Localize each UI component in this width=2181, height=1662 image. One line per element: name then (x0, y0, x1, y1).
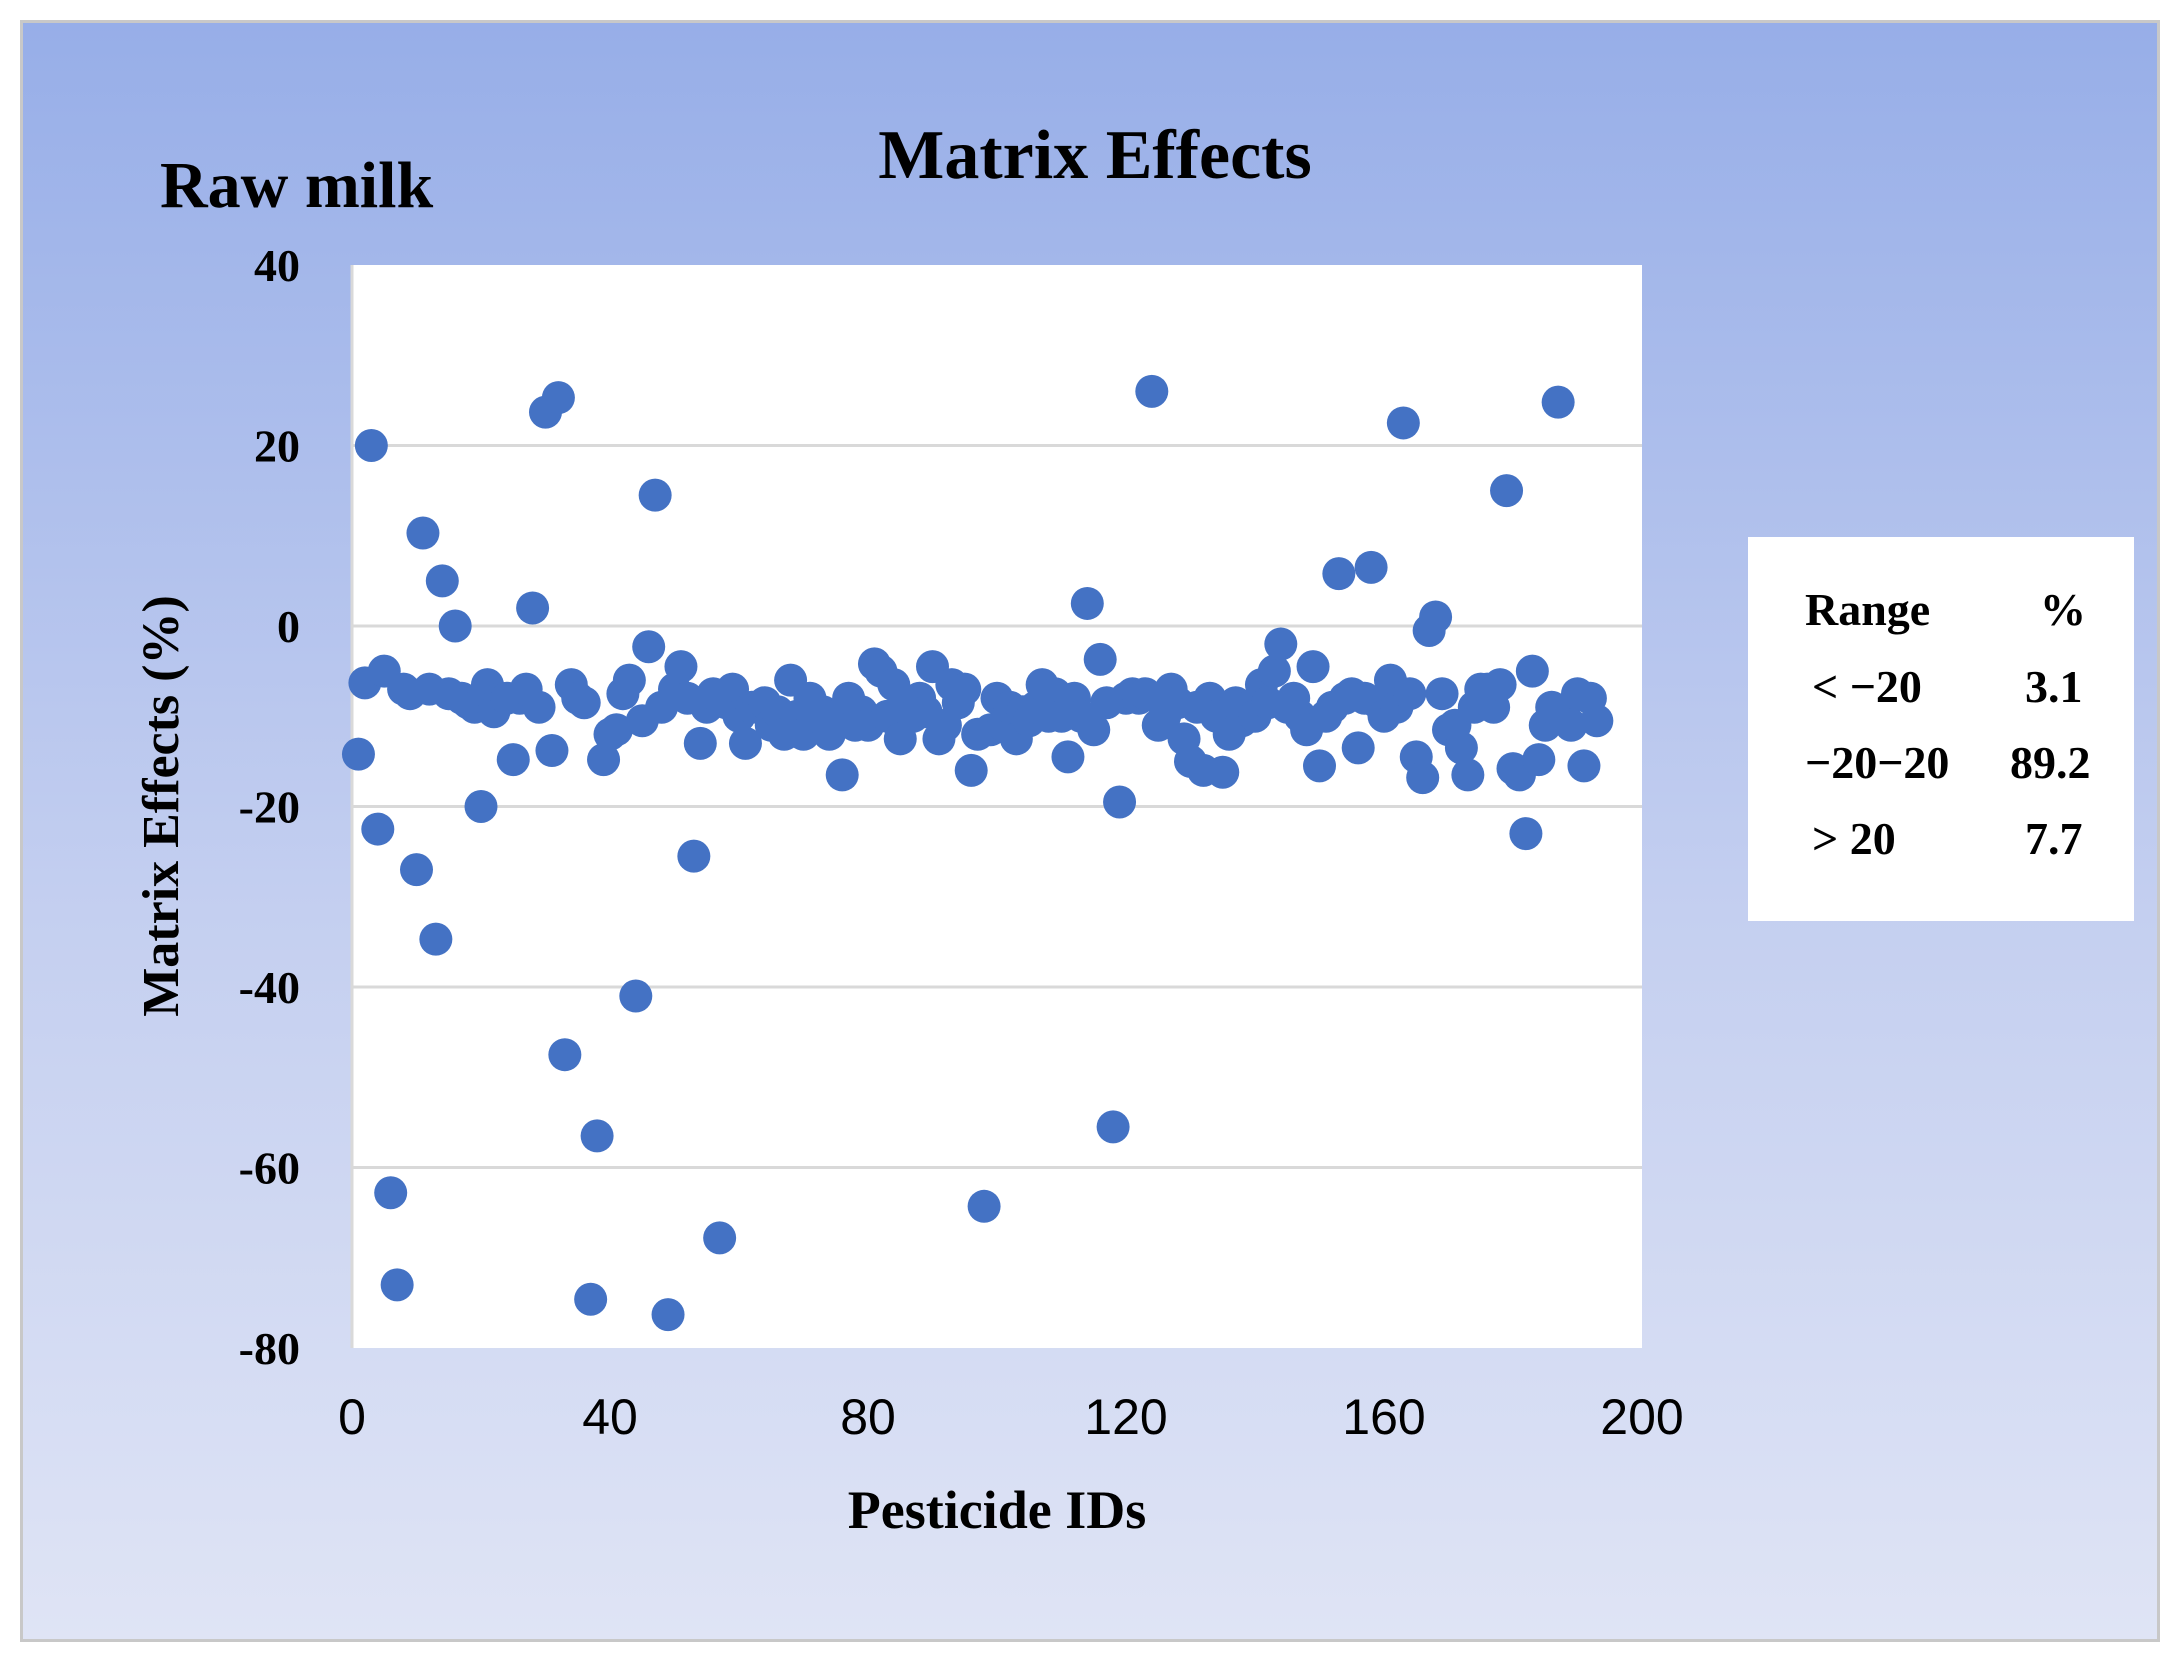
y-axis-label: Matrix Effects (%) (133, 595, 190, 1017)
data-point (522, 690, 556, 724)
data-point (380, 1268, 414, 1302)
data-point (1419, 600, 1453, 634)
data-point (1522, 743, 1556, 777)
legend-box: Range % < −20 3.1 −20−20 89.2 > 20 7.7 (1748, 537, 2134, 921)
data-point (1541, 385, 1575, 419)
chart-subtitle: Raw milk (160, 149, 433, 222)
data-point (612, 663, 646, 697)
x-tick-label: 160 (1342, 1389, 1425, 1445)
data-point (1103, 785, 1137, 819)
data-point (541, 381, 575, 415)
data-point (548, 1038, 582, 1072)
data-point (664, 650, 698, 684)
data-point (1264, 627, 1298, 661)
data-point (1483, 668, 1517, 702)
data-point (341, 737, 375, 771)
data-point (703, 1221, 737, 1255)
y-tick-label: -20 (239, 782, 300, 833)
data-point (967, 1189, 1001, 1223)
x-axis-label: Pesticide IDs (848, 1480, 1146, 1540)
data-point (954, 753, 988, 787)
y-tick-label: 20 (254, 421, 300, 472)
legend-row-value: 3.1 (2025, 661, 2083, 712)
x-tick-label: 120 (1084, 1389, 1167, 1445)
y-tick-label: -80 (239, 1323, 300, 1374)
data-point (1490, 474, 1524, 508)
data-point (1322, 557, 1356, 591)
legend-row-range: > 20 (1812, 813, 1896, 864)
data-point (1070, 586, 1104, 620)
data-point (683, 726, 717, 760)
data-point (587, 743, 621, 777)
x-tick-label: 200 (1600, 1389, 1683, 1445)
data-point (948, 672, 982, 706)
legend-row-value: 89.2 (2010, 737, 2091, 788)
y-tick-labels: 40 20 0 -20 -40 -60 -80 (239, 240, 300, 1374)
data-point (516, 591, 550, 625)
data-points (341, 374, 1614, 1332)
data-point (1077, 713, 1111, 747)
data-point (677, 839, 711, 873)
data-point (361, 812, 395, 846)
data-point (374, 1176, 408, 1210)
data-point (632, 630, 666, 664)
legend-row-range: < −20 (1812, 661, 1922, 712)
data-point (1444, 731, 1478, 765)
data-point (1580, 704, 1614, 738)
data-point (638, 478, 672, 512)
legend-header-range: Range (1805, 584, 1930, 635)
data-point (1386, 406, 1420, 440)
data-point (1554, 708, 1588, 742)
data-point (1257, 654, 1291, 688)
legend-row-value: 7.7 (2025, 813, 2083, 864)
data-point (400, 853, 433, 887)
data-point (1354, 550, 1388, 584)
data-point (574, 1282, 608, 1316)
data-point (1083, 642, 1117, 676)
data-point (1096, 1110, 1130, 1144)
data-point (1425, 677, 1459, 711)
legend-header-percent: % (2040, 584, 2086, 635)
data-point (1303, 749, 1336, 783)
data-point (599, 713, 633, 747)
data-point (406, 516, 440, 550)
data-point (1296, 650, 1330, 684)
legend-background (1748, 537, 2134, 921)
data-point (354, 429, 388, 462)
data-point (567, 686, 601, 720)
y-tick-label: 40 (254, 240, 300, 291)
data-point (496, 743, 530, 777)
data-point (619, 979, 653, 1013)
data-point (825, 758, 859, 792)
y-tick-label: -40 (239, 962, 300, 1013)
x-tick-label: 80 (840, 1389, 896, 1445)
data-point (464, 790, 498, 823)
x-tick-labels: 0 40 80 120 160 200 (338, 1389, 1684, 1445)
data-point (1509, 817, 1543, 851)
data-point (425, 564, 459, 598)
data-point (651, 1298, 685, 1332)
x-tick-label: 40 (582, 1389, 638, 1445)
data-point (1128, 677, 1162, 711)
data-point (580, 1119, 614, 1153)
data-point (1451, 758, 1485, 792)
y-tick-label: -60 (239, 1143, 300, 1194)
data-point (419, 922, 453, 956)
data-point (1515, 654, 1549, 688)
data-point (1341, 731, 1375, 765)
y-tick-label: 0 (277, 601, 300, 652)
data-point (1567, 749, 1601, 783)
data-point (438, 609, 472, 643)
data-point (1393, 677, 1427, 711)
x-tick-label: 0 (338, 1389, 366, 1445)
legend-row-range: −20−20 (1805, 737, 1949, 788)
data-point (1406, 761, 1440, 795)
data-point (1135, 374, 1169, 408)
data-point (728, 726, 762, 760)
data-point (535, 734, 569, 768)
chart-title: Matrix Effects (878, 117, 1311, 194)
data-point (1051, 740, 1085, 774)
data-point (1206, 755, 1240, 789)
